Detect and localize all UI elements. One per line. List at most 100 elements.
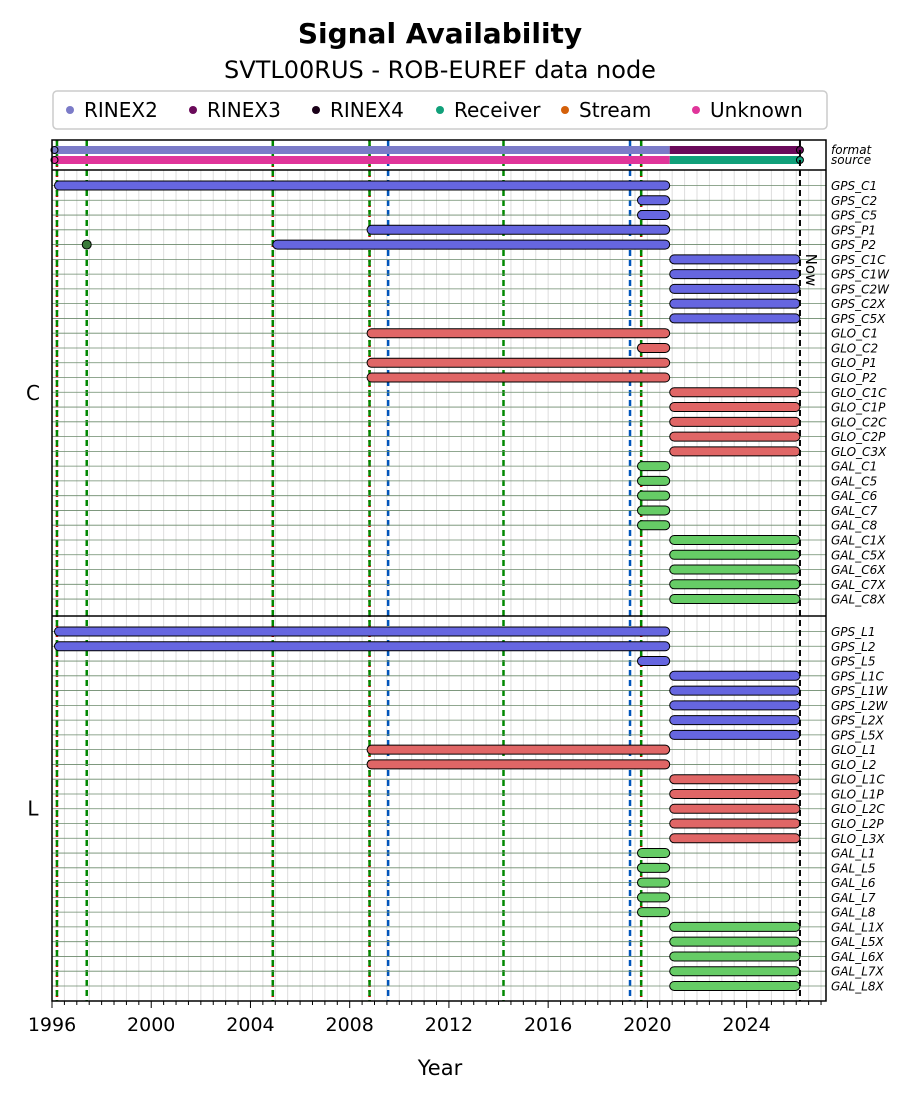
signal-bar xyxy=(669,980,801,991)
signal-row: GLO_C3X xyxy=(52,445,887,459)
signal-row: GAL_C5 xyxy=(52,474,877,488)
signal-row: GAL_L7X xyxy=(52,965,885,979)
legend-entry: Unknown xyxy=(710,98,803,122)
signal-label: GPS_L2W xyxy=(831,699,888,713)
signal-label: GAL_C8X xyxy=(831,593,886,607)
signal-bar xyxy=(636,862,671,873)
signal-row: GPS_C1W xyxy=(52,268,890,282)
event-lines xyxy=(55,140,643,1001)
signal-label: GAL_L1X xyxy=(831,920,885,934)
signal-label: GPS_C2W xyxy=(831,282,890,296)
signal-label: GPS_C1W xyxy=(831,268,890,282)
signal-label: GPS_C5X xyxy=(831,312,886,326)
x-axis: 1996 2000 2004 2008 2012 2016 2020 2024 xyxy=(28,1001,822,1036)
signal-label: GPS_C5 xyxy=(831,209,877,223)
signal-label: GPS_L2X xyxy=(831,714,884,728)
signal-row: GPS_C2W xyxy=(52,282,890,296)
signal-bar xyxy=(669,729,801,740)
legend-marker xyxy=(436,106,444,114)
signal-label: GPS_C2 xyxy=(831,194,877,208)
signal-label: GPS_C2X xyxy=(831,297,886,311)
signal-bar xyxy=(53,180,671,191)
signal-bar xyxy=(669,818,801,829)
signal-label: GAL_L6X xyxy=(831,950,885,964)
signal-bar xyxy=(636,505,671,516)
signal-label: GAL_C6X xyxy=(831,563,886,577)
signal-row: GAL_L8X xyxy=(52,979,885,993)
signal-bar xyxy=(669,416,801,427)
signal-row: GLO_L3X xyxy=(52,832,885,846)
chart-subtitle: SVTL00RUS - ROB-EUREF data node xyxy=(224,56,656,84)
signal-label: GLO_P1 xyxy=(831,356,877,370)
signal-bar xyxy=(366,759,671,770)
signal-bar xyxy=(366,224,671,235)
signal-label: GAL_C5X xyxy=(831,548,886,562)
signal-bar xyxy=(669,269,801,280)
signal-panels: GPS_C1GPS_C2GPS_C5GPS_P1GPS_P2GPS_C1CGPS… xyxy=(26,179,890,993)
now-label: Now xyxy=(802,254,820,287)
signal-bar xyxy=(636,907,671,918)
meta-row-label: source xyxy=(831,153,871,167)
signal-label: GAL_L8 xyxy=(831,906,876,920)
panel-C: GPS_C1GPS_C2GPS_C5GPS_P1GPS_P2GPS_C1CGPS… xyxy=(26,179,890,607)
signal-label: GPS_P1 xyxy=(831,223,876,237)
signal-bar xyxy=(366,328,671,339)
signal-bar xyxy=(669,446,801,457)
signal-bar xyxy=(636,490,671,501)
legend-marker xyxy=(66,106,74,114)
signal-bar xyxy=(669,564,801,575)
legend-marker xyxy=(189,106,197,114)
legend: RINEX2 RINEX3 RINEX4 Receiver Stream Unknown xyxy=(52,90,828,130)
signal-row: GPS_L2 xyxy=(52,640,875,654)
signal-label: GPS_L1C xyxy=(831,669,884,683)
signal-label: GAL_C7 xyxy=(831,504,878,518)
signal-bar xyxy=(366,372,671,383)
signal-row: GLO_C1C xyxy=(52,386,887,400)
signal-row: GAL_C8 xyxy=(52,519,878,533)
signal-row: GAL_C5X xyxy=(52,548,886,562)
signal-row: GPS_L2X xyxy=(52,714,884,728)
signal-label: GAL_C1 xyxy=(831,460,877,474)
signal-bar xyxy=(366,744,671,755)
x-tick-label: 2008 xyxy=(326,1014,374,1036)
signal-row: GPS_L1 xyxy=(52,625,875,639)
signal-label: GAL_L5 xyxy=(831,861,876,875)
signal-label: GLO_L1C xyxy=(831,773,885,787)
signal-label: GLO_C3X xyxy=(831,445,887,459)
legend-entry: RINEX3 xyxy=(207,98,281,122)
signal-row: GLO_P1 xyxy=(52,356,877,370)
signal-row: GPS_C1 xyxy=(52,179,877,193)
signal-row: GAL_C6X xyxy=(52,563,886,577)
signal-bar xyxy=(53,641,671,652)
signal-bar xyxy=(636,520,671,531)
signal-label: GPS_L5 xyxy=(831,655,875,669)
signal-bar xyxy=(636,461,671,472)
signal-bar xyxy=(669,402,801,413)
signal-label: GLO_C2P xyxy=(831,430,886,444)
signal-bar xyxy=(669,431,801,442)
signal-row: GPS_C1C xyxy=(52,253,886,267)
axes-frame xyxy=(51,139,827,1002)
signal-bar xyxy=(669,549,801,560)
signal-label: GLO_L1 xyxy=(831,743,876,757)
panel-L: GPS_L1GPS_L2GPS_L5GPS_L1CGPS_L1WGPS_L2WG… xyxy=(27,625,888,993)
signal-bar xyxy=(636,892,671,903)
signal-bar xyxy=(669,803,801,814)
signal-bar xyxy=(636,475,671,486)
signal-row: GLO_L2C xyxy=(52,802,885,816)
legend-marker xyxy=(692,106,700,114)
signal-row: GAL_L7 xyxy=(52,891,876,905)
signal-label: GLO_L1P xyxy=(831,787,884,801)
signal-bar xyxy=(669,387,801,398)
x-tick-label: 2016 xyxy=(524,1014,572,1036)
signal-row: GAL_L6X xyxy=(52,950,885,964)
signal-row: GPS_C5X xyxy=(52,312,886,326)
signal-row: GPS_L2W xyxy=(52,699,888,713)
signal-row: GAL_C1X xyxy=(52,533,886,547)
signal-row: GLO_L1 xyxy=(52,743,876,757)
signal-row: GAL_L5X xyxy=(52,935,885,949)
signal-bar xyxy=(669,254,801,265)
signal-bar xyxy=(669,936,801,947)
signal-row: GLO_L1P xyxy=(52,787,884,801)
